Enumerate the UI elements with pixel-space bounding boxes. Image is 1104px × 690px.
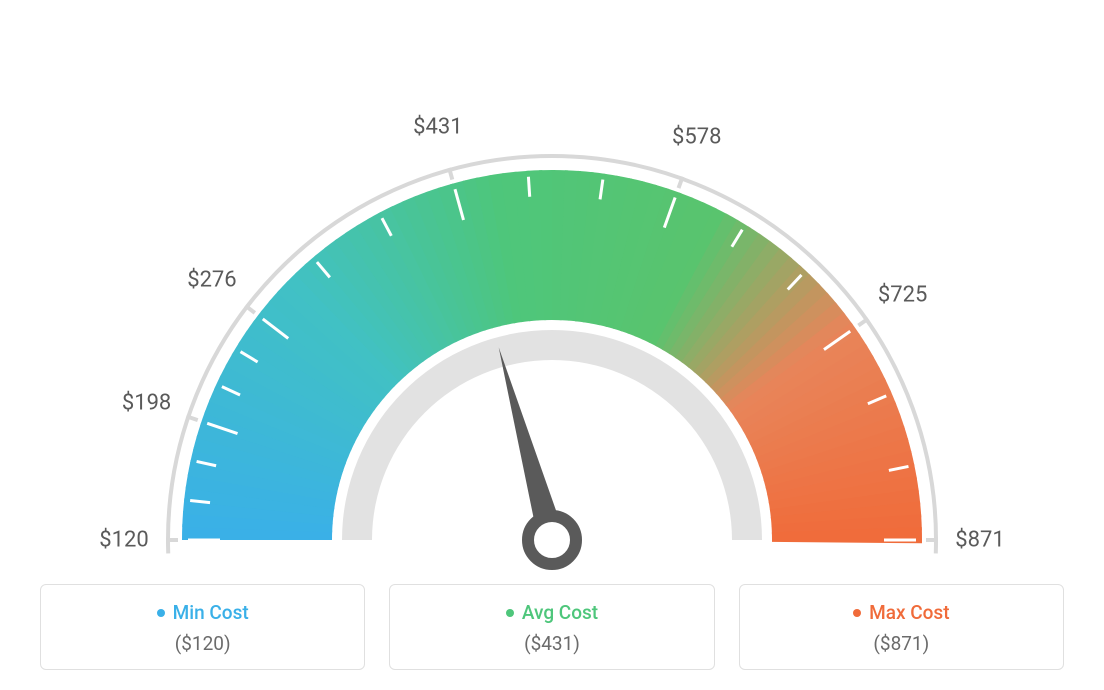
legend-value-max: ($871) (752, 632, 1051, 655)
legend-card-avg: Avg Cost ($431) (389, 584, 714, 670)
legend-title-min: Min Cost (157, 601, 249, 624)
legend-row: Min Cost ($120) Avg Cost ($431) Max Cost… (0, 584, 1104, 670)
legend-card-min: Min Cost ($120) (40, 584, 365, 670)
legend-dot-avg (506, 609, 514, 617)
gauge-tick-label: $198 (122, 390, 171, 415)
gauge-tick-label: $871 (955, 528, 1004, 553)
legend-dot-min (157, 609, 165, 617)
legend-title-max: Max Cost (853, 601, 949, 624)
gauge-container: $120 $198 $276 $431 $578 $725 $871 (0, 0, 1104, 580)
legend-title-text-avg: Avg Cost (522, 601, 598, 624)
gauge-tick-label: $120 (99, 528, 148, 553)
legend-value-avg: ($431) (402, 632, 701, 655)
gauge-tick-label: $578 (672, 125, 721, 150)
legend-dot-max (853, 609, 861, 617)
gauge-tick-label: $725 (878, 282, 927, 307)
gauge-tick-label: $276 (187, 268, 236, 293)
legend-title-avg: Avg Cost (506, 601, 598, 624)
gauge-tick-label: $431 (413, 115, 462, 140)
legend-card-max: Max Cost ($871) (739, 584, 1064, 670)
legend-title-text-min: Min Cost (173, 601, 249, 624)
legend-title-text-max: Max Cost (869, 601, 949, 624)
gauge-chart (22, 30, 1082, 590)
legend-value-min: ($120) (53, 632, 352, 655)
